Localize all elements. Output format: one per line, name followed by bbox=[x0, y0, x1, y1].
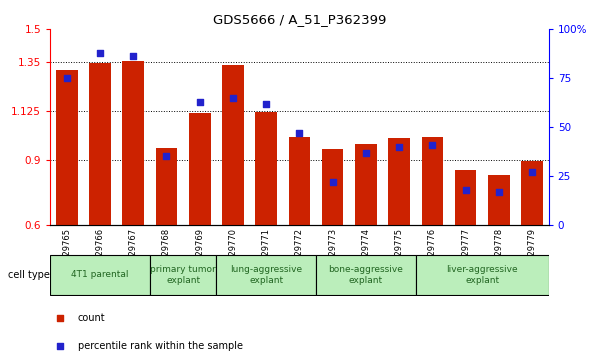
Bar bbox=[355, 144, 376, 225]
Bar bbox=[255, 112, 277, 225]
Point bbox=[461, 187, 470, 193]
Text: lung-aggressive
explant: lung-aggressive explant bbox=[230, 265, 302, 285]
Bar bbox=[56, 70, 77, 225]
Point bbox=[195, 99, 205, 105]
Bar bbox=[388, 138, 410, 225]
Bar bbox=[150, 255, 217, 295]
Point bbox=[162, 154, 171, 159]
Bar bbox=[222, 65, 244, 225]
Bar bbox=[488, 175, 510, 225]
Point bbox=[228, 95, 238, 101]
Point bbox=[361, 150, 371, 155]
Bar bbox=[217, 255, 316, 295]
Bar bbox=[123, 61, 144, 225]
Point bbox=[55, 315, 65, 321]
Text: percentile rank within the sample: percentile rank within the sample bbox=[77, 340, 242, 351]
Bar bbox=[322, 149, 343, 225]
Bar bbox=[189, 113, 211, 225]
Bar bbox=[455, 170, 476, 225]
Point bbox=[96, 50, 105, 56]
Text: bone-aggressive
explant: bone-aggressive explant bbox=[329, 265, 404, 285]
Bar bbox=[50, 255, 150, 295]
Bar bbox=[416, 255, 549, 295]
Point bbox=[129, 54, 138, 60]
Point bbox=[494, 189, 504, 195]
Text: liver-aggressive
explant: liver-aggressive explant bbox=[447, 265, 518, 285]
Title: GDS5666 / A_51_P362399: GDS5666 / A_51_P362399 bbox=[213, 13, 386, 26]
Point bbox=[261, 101, 271, 106]
Bar bbox=[156, 148, 177, 225]
Bar bbox=[522, 161, 543, 225]
Point bbox=[328, 179, 337, 185]
Text: cell type: cell type bbox=[8, 270, 50, 280]
Point bbox=[527, 169, 537, 175]
Point bbox=[394, 144, 404, 150]
Bar bbox=[422, 137, 443, 225]
Text: count: count bbox=[77, 313, 105, 323]
Bar bbox=[89, 63, 111, 225]
Text: primary tumor
explant: primary tumor explant bbox=[150, 265, 216, 285]
Point bbox=[428, 142, 437, 148]
Bar bbox=[289, 137, 310, 225]
Point bbox=[294, 130, 304, 136]
Point bbox=[55, 343, 65, 348]
Point bbox=[62, 75, 71, 81]
Text: 4T1 parental: 4T1 parental bbox=[71, 270, 129, 280]
Bar bbox=[316, 255, 416, 295]
